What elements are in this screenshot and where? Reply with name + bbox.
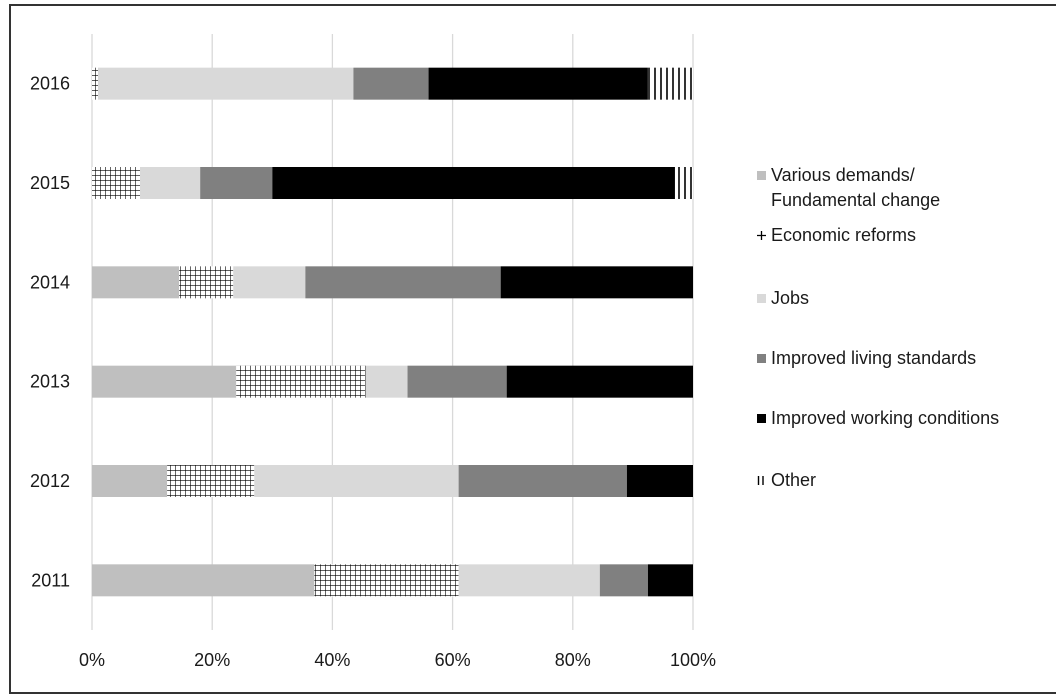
bar-segment (647, 564, 693, 597)
legend-label: Jobs (771, 288, 809, 308)
bar-segment (599, 564, 648, 597)
legend-item: Various demands/Fundamental change (757, 165, 940, 210)
bar-segment (92, 67, 99, 100)
y-tick-label: 2014 (30, 272, 70, 292)
bar-segment (167, 465, 255, 497)
bar-segment (458, 465, 627, 497)
bar-segment (647, 67, 693, 100)
legend: Various demands/Fundamental change Econom… (757, 165, 999, 490)
bar-segment (407, 365, 507, 398)
bar-segment (272, 167, 675, 199)
bar-segment (674, 167, 693, 199)
bar-segment (92, 266, 180, 299)
legend-label: Various demands/ (771, 165, 915, 185)
gridlines (91, 34, 694, 630)
bar-segment (254, 465, 459, 497)
legend-item: Jobs (757, 288, 809, 308)
legend-swatch (757, 414, 766, 423)
bar-segment (200, 167, 273, 199)
bar-segment (92, 365, 237, 398)
bar-segment (140, 167, 201, 199)
y-tick-label: 2012 (30, 471, 70, 491)
y-tick-label: 2015 (30, 173, 70, 193)
legend-label: Improved working conditions (771, 408, 999, 428)
legend-swatch (757, 294, 766, 303)
bar-segment (458, 564, 600, 597)
y-tick-label: 2011 (31, 570, 70, 590)
y-axis-tick-labels: 2016 2015 2014 2013 2012 2011 (30, 74, 70, 591)
bar-segment (314, 564, 459, 597)
y-tick-label: 2013 (30, 372, 70, 392)
legend-swatch (757, 476, 764, 485)
legend-item: Other (757, 470, 816, 490)
bars (92, 67, 693, 597)
x-tick-label: 80% (555, 650, 591, 670)
bar-segment (428, 67, 648, 100)
legend-item: Economic reforms (757, 225, 916, 245)
bar-segment (233, 266, 306, 299)
x-tick-label: 40% (314, 650, 350, 670)
x-tick-label: 100% (670, 650, 716, 670)
x-tick-label: 0% (79, 650, 105, 670)
legend-label: Economic reforms (771, 225, 916, 245)
bar-segment (353, 67, 429, 100)
legend-label: Improved living standards (771, 348, 976, 368)
bar-segment (92, 465, 168, 497)
x-axis-tick-labels: 0% 20% 40% 60% 80% 100% (79, 650, 716, 670)
bar-segment (365, 365, 408, 398)
legend-label: Fundamental change (771, 190, 940, 210)
legend-item: Improved working conditions (757, 408, 999, 428)
x-tick-label: 20% (194, 650, 230, 670)
bar-segment (92, 167, 141, 199)
legend-swatch (757, 231, 766, 240)
legend-item: Improved living standards (757, 348, 976, 368)
bar-segment (98, 67, 354, 100)
bar-segment (305, 266, 501, 299)
bar-segment (500, 266, 693, 299)
bar-segment (506, 365, 693, 398)
bar-segment (626, 465, 693, 497)
bar-segment (236, 365, 366, 398)
legend-label: Other (771, 470, 816, 490)
y-tick-label: 2016 (30, 74, 70, 94)
bar-segment (92, 564, 315, 597)
legend-swatch (757, 171, 766, 180)
x-tick-label: 60% (435, 650, 471, 670)
legend-swatch (757, 354, 766, 363)
bar-segment (179, 266, 234, 299)
